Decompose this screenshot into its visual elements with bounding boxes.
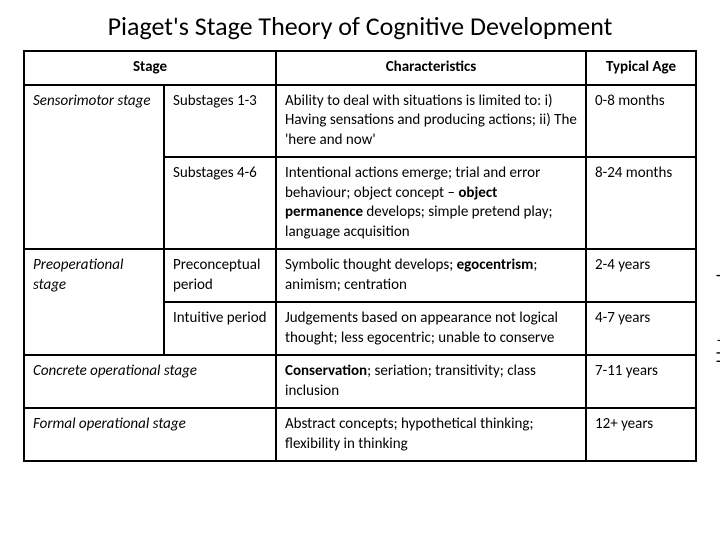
characteristics-cell: Judgements based on appearance not logic… [276, 302, 586, 355]
char-bold: Conservation [285, 362, 367, 380]
page-title: Piaget's Stage Theory of Cognitive Devel… [0, 0, 720, 50]
stage-cell: Sensorimotor stage [24, 85, 164, 250]
substage-cell: Preconceptual period [164, 249, 276, 302]
char-bold: egocentrism [457, 256, 534, 274]
characteristics-cell: Conservation; seriation; transitivity; c… [276, 355, 586, 408]
piaget-table: Stage Characteristics Typical Age Sensor… [23, 50, 697, 462]
stage-cell: Formal operational stage [24, 408, 276, 461]
substage-cell: Intuitive period [164, 302, 276, 355]
char-text: Judgements based on appearance not logic… [285, 309, 558, 347]
char-text: Ability to deal with situations is limit… [285, 92, 577, 149]
table-row: Formal operational stage Abstract concep… [24, 408, 696, 461]
source-label: psychlotron.org.uk [714, 270, 720, 391]
substage-cell: Substages 4-6 [164, 157, 276, 249]
substage-cell: Substages 1-3 [164, 85, 276, 158]
characteristics-cell: Abstract concepts; hypothetical thinking… [276, 408, 586, 461]
age-cell: 2-4 years [586, 249, 696, 302]
header-stage: Stage [24, 51, 276, 85]
age-cell: 8-24 months [586, 157, 696, 249]
char-text: Symbolic thought develops; [285, 256, 457, 274]
age-cell: 0-8 months [586, 85, 696, 158]
characteristics-cell: Symbolic thought develops; egocentrism; … [276, 249, 586, 302]
age-cell: 4-7 years [586, 302, 696, 355]
characteristics-cell: Ability to deal with situations is limit… [276, 85, 586, 158]
char-text: Intentional actions emerge; trial and er… [285, 164, 540, 202]
header-characteristics: Characteristics [276, 51, 586, 85]
header-age: Typical Age [586, 51, 696, 85]
header-row: Stage Characteristics Typical Age [24, 51, 696, 85]
age-cell: 12+ years [586, 408, 696, 461]
characteristics-cell: Intentional actions emerge; trial and er… [276, 157, 586, 249]
stage-cell: Preoperational stage [24, 249, 164, 355]
age-cell: 7-11 years [586, 355, 696, 408]
table-row: Preoperational stage Preconceptual perio… [24, 249, 696, 302]
char-text: Abstract concepts; hypothetical thinking… [285, 415, 534, 453]
table-row: Sensorimotor stage Substages 1-3 Ability… [24, 85, 696, 158]
stage-cell: Concrete operational stage [24, 355, 276, 408]
table-row: Concrete operational stage Conservation;… [24, 355, 696, 408]
